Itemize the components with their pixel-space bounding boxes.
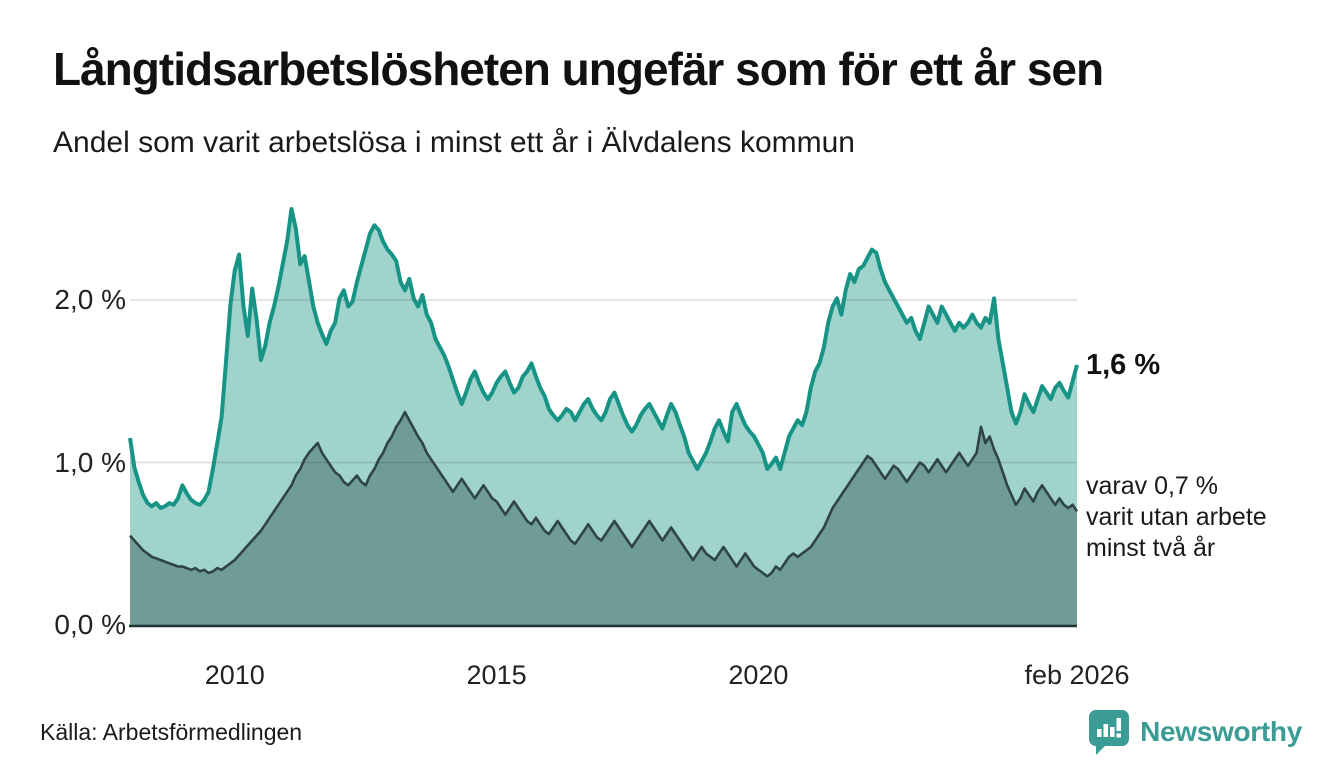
newsworthy-wordmark: Newsworthy [1140,716,1302,747]
page-title: Långtidsarbetslösheten ungefär som för e… [53,43,1104,95]
y-axis-tick-label: 2,0 % [54,284,126,315]
y-axis-tick-label: 0,0 % [54,609,126,640]
page-subtitle: Andel som varit arbetslösa i minst ett å… [53,126,855,159]
newsworthy-logo-icon [1089,710,1130,755]
two-year-annotation-line2: varit utan arbete [1086,503,1267,532]
source-note: Källa: Arbetsförmedlingen [40,719,303,745]
two-year-annotation-line1: varav 0,7 % [1086,472,1219,501]
line-two-years [129,410,1079,578]
two-year-annotation-line3: minst två år [1086,534,1216,563]
newsworthy-logo[interactable]: Newsworthy [1087,708,1302,756]
latest-value-label: 1,6 % [1086,349,1161,381]
line-total [128,207,1079,510]
x-axis-tick-label: 2015 [466,660,527,690]
two-year-annotation: varav 0,7 % varit utan arbete minst två … [1086,471,1267,564]
x-axis-tick-label: 2020 [728,660,789,690]
area-fill-two-years [130,412,1077,625]
y-axis-tick-label: 1,0 % [54,446,126,478]
x-axis-tick-label: feb 2026 [1024,660,1130,690]
x-axis-tick-label: 2010 [204,660,265,690]
